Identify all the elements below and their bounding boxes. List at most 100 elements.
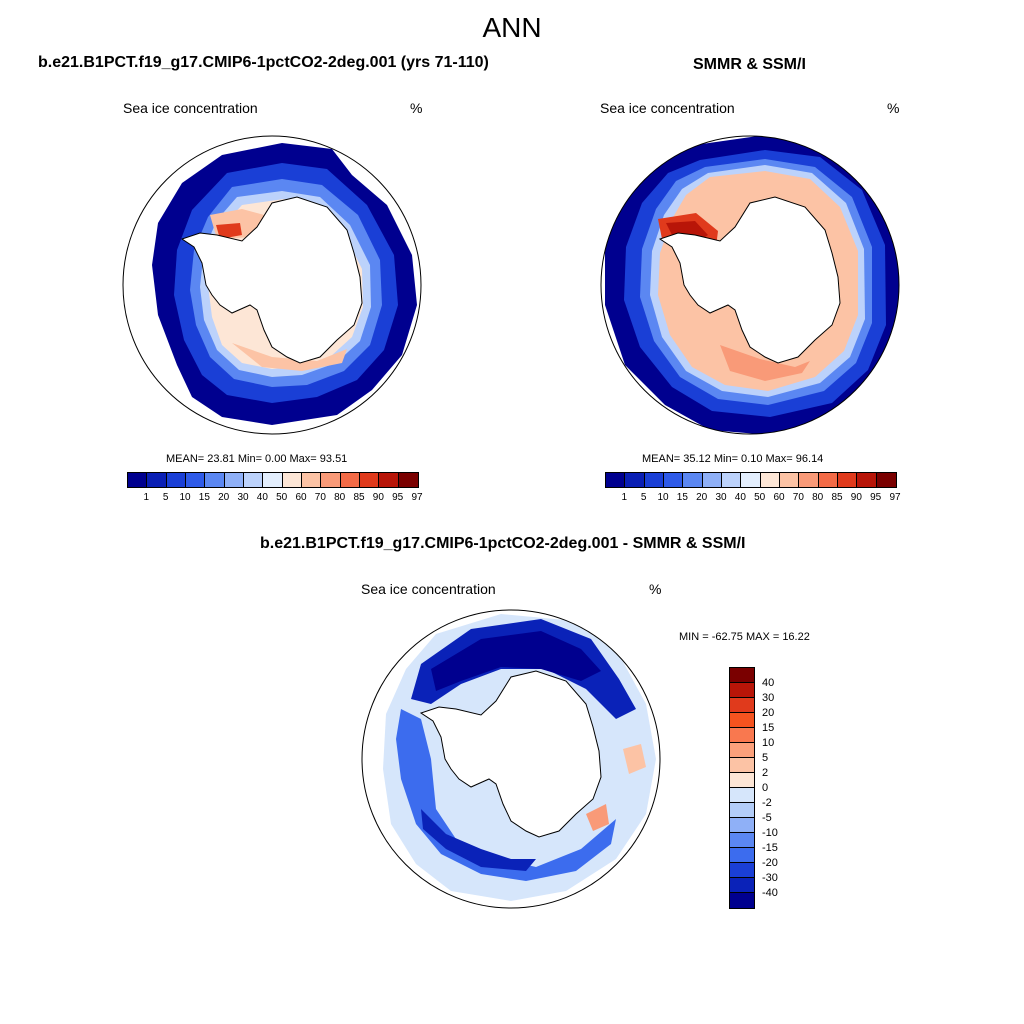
colorbar-swatch (128, 473, 148, 487)
colorbar-swatch (730, 743, 754, 758)
colorbar-tick-label: 85 (353, 492, 365, 503)
colorbar-swatch (730, 683, 754, 698)
colorbar-swatch (818, 473, 838, 487)
colorbar-swatch (857, 473, 877, 487)
panel-3-colorbar (729, 667, 755, 909)
colorbar-swatch (644, 473, 664, 487)
colorbar-swatch (359, 473, 380, 487)
colorbar-swatch (321, 473, 341, 487)
colorbar-swatch (730, 863, 754, 878)
panel-1-units: % (410, 100, 423, 116)
colorbar-tick-label: 5 (762, 751, 769, 764)
colorbar-tick-label: -10 (762, 826, 778, 839)
colorbar-swatch (730, 698, 754, 713)
colorbar-tick-label: 30 (762, 691, 775, 704)
colorbar-tick-label: 1 (621, 492, 628, 503)
colorbar-swatch (263, 473, 283, 487)
colorbar-tick-label: 50 (276, 492, 288, 503)
colorbar-tick-label: 15 (676, 492, 688, 503)
colorbar-swatch (779, 473, 800, 487)
colorbar-tick-label: 10 (179, 492, 191, 503)
colorbar-tick-label: 50 (754, 492, 766, 503)
colorbar-tick-label: 10 (762, 736, 775, 749)
colorbar-swatch (702, 473, 722, 487)
colorbar-swatch (730, 878, 754, 893)
colorbar-swatch (799, 473, 819, 487)
colorbar-tick-label: 20 (762, 706, 775, 719)
colorbar-swatch (730, 758, 754, 773)
colorbar-swatch (166, 473, 186, 487)
colorbar-swatch (606, 473, 626, 487)
panel-1-colorbar (127, 472, 419, 488)
colorbar-swatch (721, 473, 742, 487)
panel-1-title: b.e21.B1PCT.f19_g17.CMIP6-1pctCO2-2deg.0… (38, 54, 489, 71)
colorbar-swatch (741, 473, 761, 487)
colorbar-tick-label: 60 (773, 492, 785, 503)
colorbar-swatch (243, 473, 264, 487)
colorbar-swatch (340, 473, 360, 487)
colorbar-tick-label: 80 (334, 492, 346, 503)
colorbar-tick-label: -20 (762, 856, 778, 869)
colorbar-tick-label: 15 (762, 721, 775, 734)
colorbar-swatch (205, 473, 225, 487)
colorbar-swatch (730, 803, 754, 818)
panel-2-colorbar-ticks: 1 5 10 15 20 30 40 50 60 70 80 85 90 95 97 (605, 492, 901, 506)
panel-3-stats: MIN = -62.75 MAX = 16.22 (679, 631, 810, 643)
colorbar-tick-label: -40 (762, 886, 778, 899)
colorbar-tick-label: 10 (657, 492, 669, 503)
colorbar-tick-label: 20 (696, 492, 708, 503)
colorbar-swatch (730, 818, 754, 833)
panel-3-title: b.e21.B1PCT.f19_g17.CMIP6-1pctCO2-2deg.0… (260, 535, 746, 552)
colorbar-tick-label: 97 (411, 492, 423, 503)
panel-1-stats: MEAN= 23.81 Min= 0.00 Max= 93.51 (166, 453, 348, 465)
colorbar-tick-label: -2 (762, 796, 772, 809)
colorbar-swatch (876, 473, 896, 487)
colorbar-swatch (730, 788, 754, 803)
colorbar-tick-label: 40 (256, 492, 268, 503)
colorbar-tick-label: 97 (889, 492, 901, 503)
colorbar-tick-label: 80 (812, 492, 824, 503)
colorbar-tick-label: 30 (237, 492, 249, 503)
colorbar-tick-label: 30 (715, 492, 727, 503)
colorbar-swatch (663, 473, 684, 487)
panel-2-units: % (887, 100, 900, 116)
panel-2-stats: MEAN= 35.12 Min= 0.10 Max= 96.14 (642, 453, 824, 465)
colorbar-swatch (301, 473, 322, 487)
colorbar-tick-label: 5 (162, 492, 169, 503)
panel-3-colorbar-ticks: 40 30 20 15 10 5 2 0 -2 -5 -10 -15 -20 -30 -40 (762, 667, 802, 909)
panel-2-title: SMMR & SSM/I (693, 56, 806, 73)
colorbar-swatch (683, 473, 703, 487)
colorbar-swatch (379, 473, 399, 487)
colorbar-tick-label: 85 (831, 492, 843, 503)
colorbar-tick-label: 1 (143, 492, 150, 503)
colorbar-tick-label: 90 (372, 492, 384, 503)
colorbar-swatch (760, 473, 780, 487)
panel-2-colorbar (605, 472, 897, 488)
colorbar-tick-label: 95 (870, 492, 882, 503)
colorbar-swatch (730, 848, 754, 863)
colorbar-swatch (730, 893, 754, 908)
colorbar-swatch (224, 473, 244, 487)
panel-1-map (122, 135, 422, 435)
colorbar-tick-label: 40 (762, 676, 775, 689)
panel-1-colorbar-ticks: 1 5 10 15 20 30 40 50 60 70 80 85 90 95 97 (127, 492, 423, 506)
colorbar-swatch (837, 473, 858, 487)
colorbar-tick-label: -30 (762, 871, 778, 884)
colorbar-swatch (625, 473, 645, 487)
colorbar-tick-label: 70 (792, 492, 804, 503)
figure-title: ANN (482, 12, 542, 43)
panel-3-units: % (649, 581, 662, 597)
panel-3-map (361, 609, 661, 909)
colorbar-swatch (730, 773, 754, 788)
colorbar-swatch (730, 713, 754, 728)
colorbar-tick-label: 60 (295, 492, 307, 503)
panel-2-variable: Sea ice concentration (600, 100, 735, 116)
colorbar-tick-label: 15 (198, 492, 210, 503)
colorbar-tick-label: -5 (762, 811, 772, 824)
colorbar-swatch (282, 473, 302, 487)
colorbar-tick-label: 5 (640, 492, 647, 503)
colorbar-tick-label: 40 (734, 492, 746, 503)
colorbar-swatch (398, 473, 418, 487)
colorbar-swatch (730, 728, 754, 743)
colorbar-swatch (730, 833, 754, 848)
